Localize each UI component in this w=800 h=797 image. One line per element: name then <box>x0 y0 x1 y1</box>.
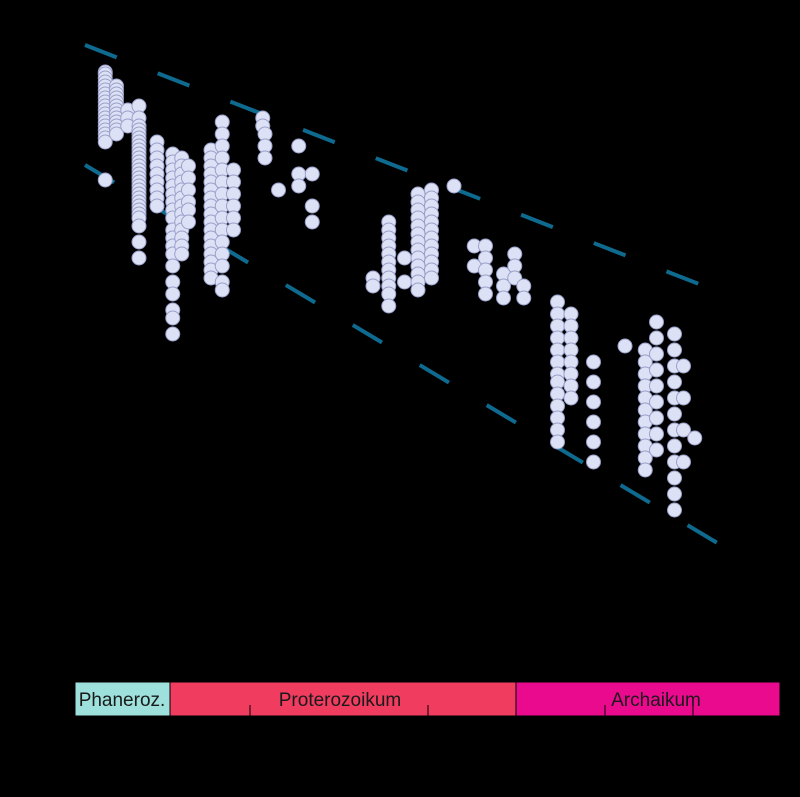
data-point <box>131 234 147 250</box>
data-point <box>165 310 181 326</box>
data-point <box>226 222 241 238</box>
data-point <box>291 178 307 194</box>
data-point <box>586 434 601 450</box>
data-point <box>667 406 682 422</box>
data-point <box>304 198 320 214</box>
data-point <box>586 414 601 430</box>
data-point <box>676 422 691 438</box>
data-point <box>304 166 320 182</box>
data-point <box>365 278 381 294</box>
data-point <box>667 486 682 502</box>
data-point <box>271 182 286 198</box>
data-point <box>304 214 320 230</box>
data-point <box>649 378 664 394</box>
data-point <box>617 338 633 354</box>
data-point <box>586 354 601 370</box>
eon-label-phanerozoic: Phaneroz. <box>79 690 166 711</box>
data-point <box>410 282 426 298</box>
data-point <box>676 390 691 406</box>
data-point <box>649 426 664 442</box>
data-point <box>496 290 511 306</box>
data-point <box>667 326 682 342</box>
data-point <box>676 358 691 374</box>
data-point <box>516 290 532 306</box>
data-point <box>649 410 664 426</box>
data-point <box>667 502 682 518</box>
data-point <box>586 374 601 390</box>
data-point <box>397 274 412 290</box>
eon-bar-phanerozoic <box>74 681 171 717</box>
eon-label-proterozoic: Proterozoikum <box>279 690 402 711</box>
data-point <box>214 258 230 274</box>
data-point <box>446 178 462 194</box>
data-point <box>637 462 653 478</box>
data-point <box>586 394 601 410</box>
eon-bar-archean <box>515 681 781 717</box>
data-point <box>649 314 664 330</box>
data-point <box>676 454 691 470</box>
data-point <box>649 394 664 410</box>
timescale-bar: Phaneroz. Proterozoikum Archaikum <box>74 681 781 717</box>
data-point <box>563 390 579 406</box>
data-point <box>97 134 113 150</box>
data-point <box>667 342 682 358</box>
data-point <box>586 454 601 470</box>
eon-label-archean: Archaikum <box>611 690 701 711</box>
data-point <box>165 258 181 274</box>
data-point <box>667 374 682 390</box>
data-point <box>149 198 165 214</box>
data-point <box>291 138 307 154</box>
data-point <box>109 126 124 142</box>
trend-band-lines <box>83 43 739 557</box>
data-point <box>97 172 113 188</box>
data-point <box>649 346 664 362</box>
data-point <box>424 270 439 286</box>
data-point <box>174 246 190 262</box>
data-point <box>131 250 147 266</box>
lower-trend-line <box>83 163 739 557</box>
data-points <box>97 64 703 518</box>
data-point <box>478 286 493 302</box>
data-point <box>667 438 682 454</box>
data-point <box>649 442 664 458</box>
data-point <box>165 286 181 302</box>
data-point <box>550 434 565 450</box>
data-point <box>687 430 703 446</box>
data-point <box>214 282 230 298</box>
data-point <box>649 330 664 346</box>
data-point <box>397 250 412 266</box>
data-point <box>181 214 196 230</box>
data-point <box>667 470 682 486</box>
data-point <box>165 326 181 342</box>
data-point <box>381 298 397 314</box>
data-point <box>649 362 664 378</box>
data-point <box>131 218 147 234</box>
data-point <box>257 150 273 166</box>
